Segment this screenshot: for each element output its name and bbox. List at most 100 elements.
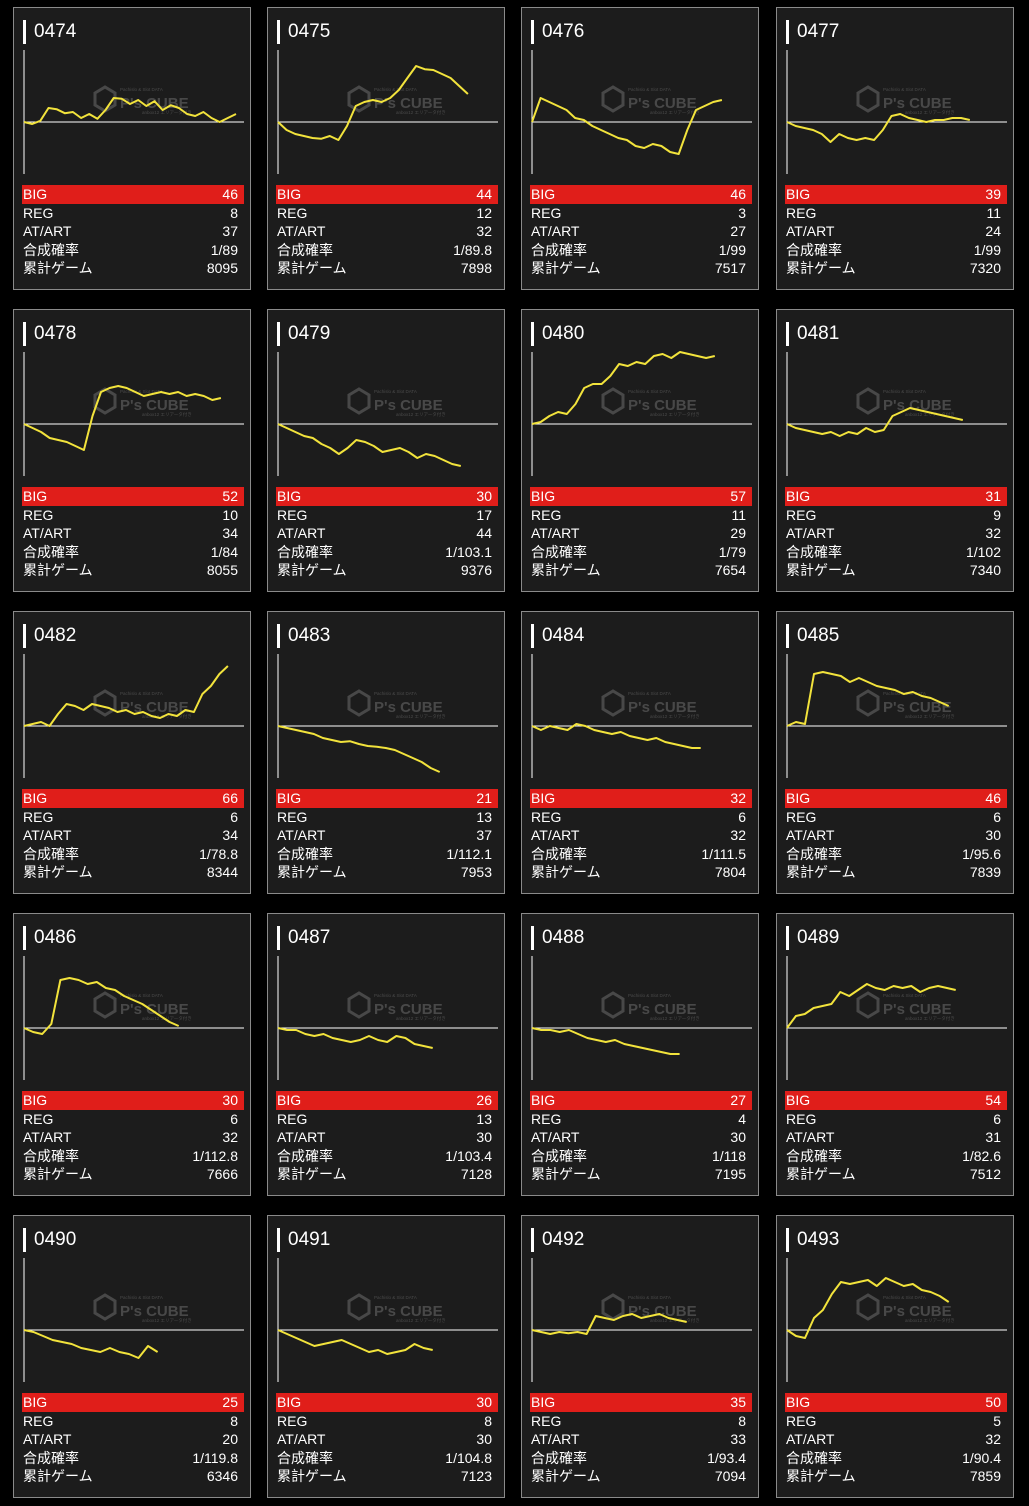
games-label: 累計ゲーム: [277, 1468, 347, 1485]
slump-graph: Pachislo & Slot DATA P's CUBE anbox12 エリアー…: [785, 1254, 1007, 1384]
machine-card[interactable]: 0480 Pachislo & Slot DATA P's CUBE anbox12 …: [521, 309, 759, 592]
games-label: 累計ゲーム: [277, 260, 347, 277]
reg-row: REG 9: [785, 506, 1007, 525]
machine-card[interactable]: 0485 Pachislo & Slot DATA P's CUBE anbox12 …: [776, 611, 1014, 894]
machine-card[interactable]: 0491 Pachislo & Slot DATA P's CUBE anbox12 …: [267, 1215, 505, 1498]
machine-card[interactable]: 0475 Pachislo & Slot DATA P's CUBE anbox12 …: [267, 7, 505, 290]
slump-graph: Pachislo & Slot DATA P's CUBE anbox12 エリアー…: [785, 46, 1007, 176]
slump-graph: Pachislo & Slot DATA P's CUBE anbox12 エリアー…: [22, 1254, 244, 1384]
machine-card[interactable]: 0493 Pachislo & Slot DATA P's CUBE anbox12 …: [776, 1215, 1014, 1498]
reg-value: 6: [993, 1110, 1001, 1127]
prob-value: 1/89: [210, 241, 238, 258]
pscube-logo-icon: [856, 85, 880, 113]
big-label: BIG: [23, 186, 48, 202]
big-label: BIG: [277, 488, 302, 504]
machine-number: 0478: [23, 322, 76, 346]
machine-number: 0492: [531, 1228, 584, 1252]
reg-label: REG: [786, 506, 817, 523]
watermark-brand: P's CUBE: [120, 95, 189, 112]
prob-value: 1/112.8: [192, 1147, 238, 1164]
atart-row: AT/ART 32: [530, 826, 752, 845]
machine-card[interactable]: 0481 Pachislo & Slot DATA P's CUBE anbox12 …: [776, 309, 1014, 592]
machine-card[interactable]: 0483 Pachislo & Slot DATA P's CUBE anbox12 …: [267, 611, 505, 894]
prob-value: 1/84: [210, 543, 238, 560]
machine-card[interactable]: 0477 Pachislo & Slot DATA P's CUBE anbox12 …: [776, 7, 1014, 290]
big-value: 30: [476, 488, 492, 504]
probability-row: 合成確率 1/99: [785, 241, 1007, 260]
watermark-top-text: Pachislo & Slot DATA: [883, 87, 926, 92]
total-games-row: 累計ゲーム 7517: [530, 259, 752, 278]
atart-label: AT/ART: [23, 223, 72, 240]
atart-value: 30: [476, 1129, 492, 1146]
stats-table: BIG 35 REG 8 AT/ART 33 合成確率 1/93.4 累計ゲーム 7094: [530, 1393, 752, 1486]
watermark-top-text: Pachislo & Slot DATA: [120, 691, 163, 696]
atart-value: 32: [985, 1431, 1001, 1448]
machine-card[interactable]: 0484 Pachislo & Slot DATA P's CUBE anbox12 …: [521, 611, 759, 894]
pscube-logo-icon: [347, 991, 371, 1019]
big-label: BIG: [786, 186, 811, 202]
reg-value: 4: [738, 1110, 746, 1127]
atart-label: AT/ART: [531, 827, 580, 844]
reg-value: 6: [738, 808, 746, 825]
slump-line: [531, 723, 701, 749]
atart-row: AT/ART 32: [785, 524, 1007, 543]
prob-value: 1/95.6: [962, 845, 1001, 862]
watermark-sub-text: anbox12 エリアータ付き: [905, 713, 955, 720]
machine-card[interactable]: 0474 Pachislo & Slot DATA P's CUBE anbox12 …: [13, 7, 251, 290]
watermark-sub-text: anbox12 エリアータ付き: [650, 1317, 700, 1324]
reg-value: 8: [738, 1412, 746, 1429]
machine-card[interactable]: 0479 Pachislo & Slot DATA P's CUBE anbox12 …: [267, 309, 505, 592]
total-games-row: 累計ゲーム 7898: [276, 259, 498, 278]
games-label: 累計ゲーム: [531, 562, 601, 579]
prob-value: 1/102: [965, 543, 1001, 560]
watermark-sub-text: anbox12 エリアータ付き: [905, 1015, 955, 1022]
big-label: BIG: [277, 790, 302, 806]
reg-row: REG 8: [22, 1412, 244, 1431]
watermark-brand: P's CUBE: [628, 95, 697, 112]
pscube-logo-icon: [93, 85, 117, 113]
atart-row: AT/ART 30: [785, 826, 1007, 845]
machine-card[interactable]: 0476 Pachislo & Slot DATA P's CUBE anbox12 …: [521, 7, 759, 290]
machine-card[interactable]: 0487 Pachislo & Slot DATA P's CUBE anbox12 …: [267, 913, 505, 1196]
prob-value: 1/82.6: [962, 1147, 1001, 1164]
big-label: BIG: [531, 790, 556, 806]
games-label: 累計ゲーム: [23, 1166, 93, 1183]
games-value: 7654: [714, 562, 746, 579]
machine-card[interactable]: 0490 Pachislo & Slot DATA P's CUBE anbox12 …: [13, 1215, 251, 1498]
prob-value: 1/78.8: [199, 845, 238, 862]
atart-value: 24: [985, 223, 1001, 240]
games-label: 累計ゲーム: [786, 1166, 856, 1183]
watermark-top-text: Pachislo & Slot DATA: [628, 993, 671, 998]
watermark-sub-text: anbox12 エリアータ付き: [396, 411, 446, 418]
watermark-sub-text: anbox12 エリアータ付き: [142, 109, 192, 116]
machine-card[interactable]: 0492 Pachislo & Slot DATA P's CUBE anbox12 …: [521, 1215, 759, 1498]
prob-label: 合成確率: [531, 1147, 587, 1164]
big-label: BIG: [277, 1092, 302, 1108]
atart-value: 20: [222, 1431, 238, 1448]
machine-card[interactable]: 0486 Pachislo & Slot DATA P's CUBE anbox12 …: [13, 913, 251, 1196]
machine-card[interactable]: 0482 Pachislo & Slot DATA P's CUBE anbox12 …: [13, 611, 251, 894]
games-value: 8344: [206, 864, 238, 881]
games-value: 8055: [206, 562, 238, 579]
pscube-logo-icon: [856, 387, 880, 415]
slump-graph: Pachislo & Slot DATA P's CUBE anbox12 エリアー…: [22, 952, 244, 1082]
watermark-sub-text: anbox12 エリアータ付き: [650, 411, 700, 418]
reg-label: REG: [277, 1412, 308, 1429]
machine-card[interactable]: 0478 Pachislo & Slot DATA P's CUBE anbox12 …: [13, 309, 251, 592]
games-value: 7094: [714, 1468, 746, 1485]
slump-graph: Pachislo & Slot DATA P's CUBE anbox12 エリアー…: [530, 952, 752, 1082]
slump-line: [786, 983, 956, 1029]
atart-value: 30: [730, 1129, 746, 1146]
big-value: 66: [222, 790, 238, 806]
machine-card[interactable]: 0488 Pachislo & Slot DATA P's CUBE anbox12 …: [521, 913, 759, 1196]
machine-card[interactable]: 0489 Pachislo & Slot DATA P's CUBE anbox12 …: [776, 913, 1014, 1196]
slump-graph: Pachislo & Slot DATA P's CUBE anbox12 エリアー…: [22, 650, 244, 780]
machine-number: 0476: [531, 20, 584, 44]
big-row: BIG 35: [530, 1393, 752, 1412]
watermark-sub-text: anbox12 エリアータ付き: [396, 109, 446, 116]
probability-row: 合成確率 1/84: [22, 543, 244, 562]
probability-row: 合成確率 1/89.8: [276, 241, 498, 260]
watermark-brand: P's CUBE: [883, 1001, 952, 1018]
